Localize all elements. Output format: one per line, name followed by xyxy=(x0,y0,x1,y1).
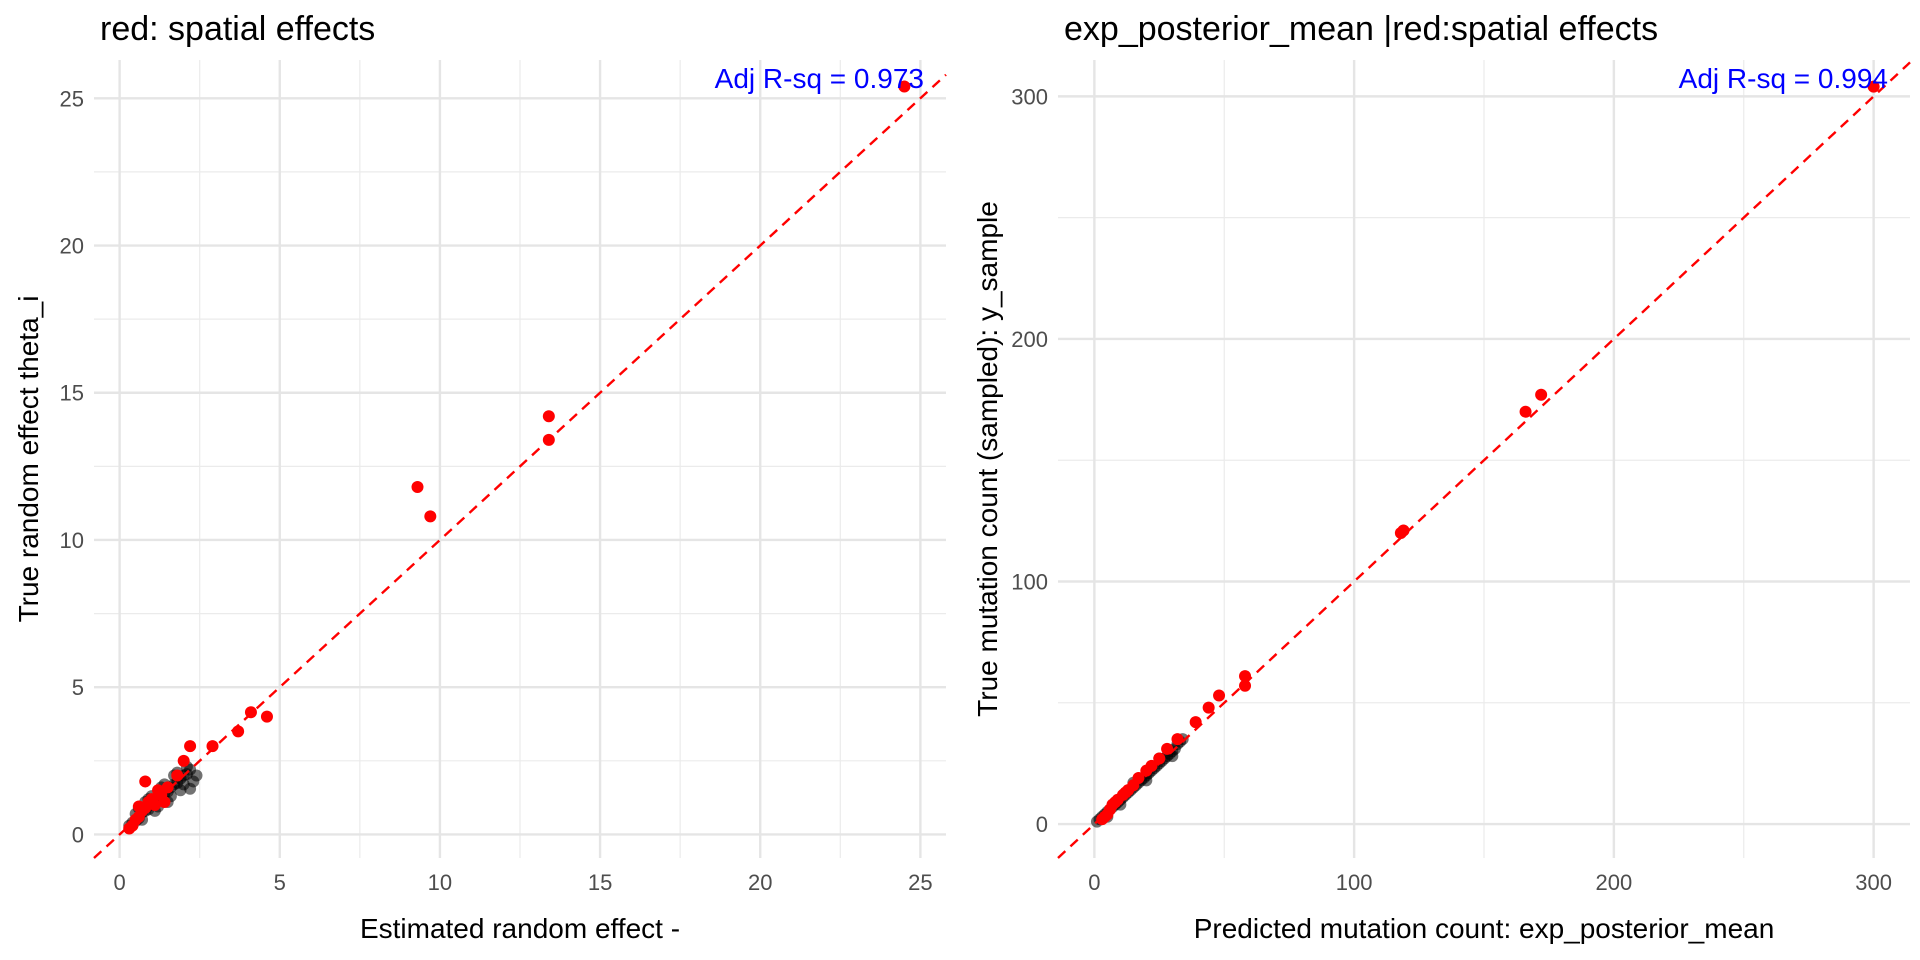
highlighted-point xyxy=(1394,526,1407,539)
chart-panel-1: 0 5 10 15 20 25 0 5 10 15 20 25 Adj R-sq = 0.973 red:… xyxy=(13,10,947,944)
highlighted-point xyxy=(1119,786,1132,799)
y-tick-label: 15 xyxy=(60,381,84,406)
y-tick-label: 100 xyxy=(1011,569,1048,594)
background-point xyxy=(184,782,197,795)
adj-r-squared-annotation: Adj R-sq = 0.973 xyxy=(715,63,924,94)
chart-title: exp_posterior_mean |red:spatial effects xyxy=(1064,10,1658,48)
x-axis-label: Predicted mutation count: exp_posterior_… xyxy=(1194,913,1775,944)
highlighted-point xyxy=(132,800,145,813)
y-tick-label: 200 xyxy=(1011,327,1048,352)
x-tick-label: 10 xyxy=(428,870,452,895)
highlighted-point xyxy=(542,410,555,423)
x-tick-label: 0 xyxy=(113,870,125,895)
highlighted-point xyxy=(1171,733,1184,746)
highlighted-point xyxy=(123,822,136,835)
x-tick-label: 25 xyxy=(908,870,932,895)
highlighted-point xyxy=(206,740,219,753)
y-tick-label: 5 xyxy=(72,675,84,700)
background-point xyxy=(190,769,203,782)
highlighted-point xyxy=(139,775,152,788)
x-axis-label: Estimated random effect - xyxy=(360,913,680,944)
highlighted-point xyxy=(152,784,165,797)
highlighted-point xyxy=(232,725,245,738)
highlighted-point xyxy=(260,710,273,723)
identity-reference-line xyxy=(93,73,947,859)
highlighted-point xyxy=(1535,388,1548,401)
y-axis-label: True mutation count (sampled): y_sample xyxy=(972,201,1003,717)
y-tick-label: 0 xyxy=(1036,812,1048,837)
highlighted-point xyxy=(424,510,437,523)
highlighted-point xyxy=(177,754,190,767)
y-tick-label: 25 xyxy=(60,86,84,111)
highlighted-point xyxy=(148,798,161,811)
highlighted-point xyxy=(184,740,197,753)
adj-r-squared-annotation: Adj R-sq = 0.994 xyxy=(1679,63,1888,94)
highlighted-point xyxy=(1239,679,1252,692)
y-axis-label: True random effect theta_i xyxy=(13,296,44,623)
x-tick-label: 0 xyxy=(1088,870,1100,895)
x-tick-label: 15 xyxy=(588,870,612,895)
x-tick-label: 5 xyxy=(274,870,286,895)
x-tick-label: 200 xyxy=(1596,870,1633,895)
highlighted-point xyxy=(1519,405,1532,418)
highlighted-point xyxy=(1096,813,1109,826)
highlighted-point xyxy=(171,769,184,782)
chart-title: red: spatial effects xyxy=(100,10,375,48)
highlighted-point xyxy=(1867,80,1880,93)
x-tick-label: 300 xyxy=(1855,870,1892,895)
x-tick-label: 20 xyxy=(748,870,772,895)
highlighted-point xyxy=(1202,701,1215,714)
chart-panel-2: 0 100 200 300 0 100 200 300 Adj R-sq = 0.994 exp_… xyxy=(972,10,1911,944)
y-tick-label: 10 xyxy=(60,528,84,553)
x-tick-label: 100 xyxy=(1336,870,1373,895)
highlighted-point xyxy=(158,796,171,809)
y-tick-label: 0 xyxy=(72,822,84,847)
highlighted-point xyxy=(411,480,424,493)
y-tick-label: 20 xyxy=(60,234,84,259)
identity-reference-line xyxy=(1057,61,1911,859)
highlighted-point xyxy=(1109,796,1122,809)
highlighted-point xyxy=(1213,689,1226,702)
highlighted-point xyxy=(898,80,911,93)
y-tick-label: 300 xyxy=(1011,84,1048,109)
